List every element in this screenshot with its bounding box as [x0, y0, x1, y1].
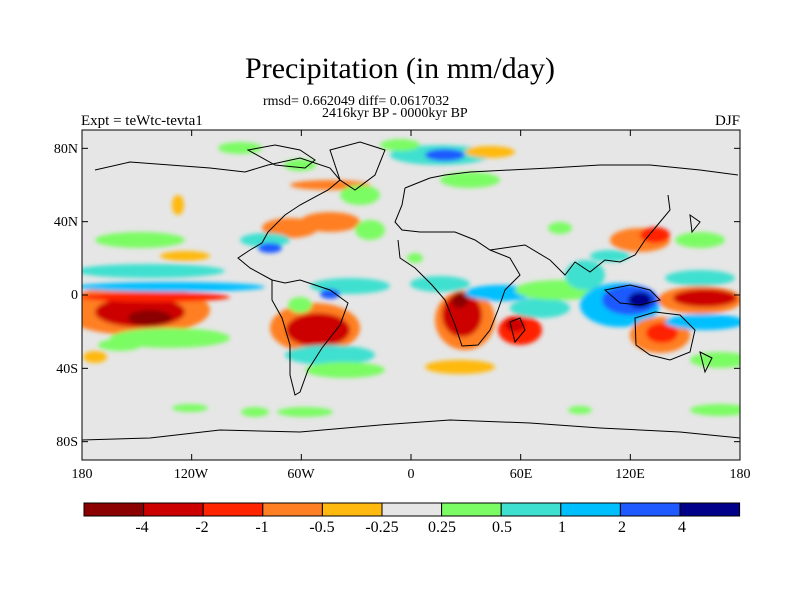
- lat-tick-label: 40N: [53, 215, 78, 230]
- anomaly-patch: [425, 149, 465, 161]
- anomaly-patch: [425, 360, 495, 374]
- colorbar-swatch: [321, 502, 383, 517]
- anomaly-patch: [675, 232, 725, 248]
- anomaly-patch: [83, 351, 107, 363]
- colorbar-label: -1: [255, 519, 269, 536]
- colorbar-label: -2: [195, 519, 209, 536]
- colorbar-label: -0.5: [309, 519, 335, 536]
- colorbar-swatch: [202, 502, 264, 517]
- anomaly-patch: [665, 270, 735, 286]
- anomaly-patch: [128, 310, 172, 326]
- anomaly-patch: [95, 232, 185, 248]
- anomaly-patch: [465, 146, 515, 158]
- colorbar-label: -4: [135, 519, 149, 536]
- colorbar-swatch: [441, 502, 502, 517]
- colorbar-swatch: [143, 502, 204, 517]
- experiment-label: Expt = teWtc-tevta1: [81, 113, 203, 129]
- stats-text: rmsd= 0.662049 diff= 0.0617032: [263, 94, 450, 109]
- anomaly-patch: [407, 253, 423, 263]
- anomaly-patch: [285, 345, 375, 365]
- anomaly-patch: [82, 282, 265, 292]
- anomaly-patch: [410, 276, 470, 292]
- coastlines: [82, 141, 740, 441]
- anomaly-patch: [590, 250, 630, 262]
- axis-ticks: [81, 130, 741, 460]
- lon-tick-label: 180: [729, 467, 751, 482]
- lon-tick-label: 120W: [173, 467, 209, 482]
- anomaly-patch: [380, 139, 420, 151]
- anomaly-patch: [82, 292, 230, 302]
- anomaly-patch: [284, 159, 316, 171]
- colorbar-label: 0.5: [492, 519, 512, 536]
- anomaly-patch: [442, 293, 482, 337]
- season-label: DJF: [714, 113, 740, 129]
- anomaly-patch: [640, 227, 670, 243]
- colorbar-swatch: [83, 502, 145, 517]
- lon-tick-label: 60E: [509, 467, 533, 482]
- colorbar-swatch: [679, 502, 741, 517]
- anomaly-patch: [510, 298, 570, 318]
- anomaly-field: [82, 139, 740, 417]
- lon-tick-label: 180: [71, 467, 93, 482]
- anomaly-patch: [320, 289, 340, 299]
- colorbar-swatch: [381, 502, 443, 517]
- lon-tick-label: 60W: [287, 467, 315, 482]
- colorbar-swatch: [560, 502, 621, 517]
- anomaly-patch: [568, 406, 592, 414]
- anomaly-patch: [548, 222, 572, 234]
- colorbar-label: 0.25: [428, 519, 456, 536]
- anomaly-patch: [172, 404, 208, 412]
- anomaly-patch: [646, 323, 678, 343]
- lat-tick-label: 0: [71, 288, 78, 303]
- period-text: 2416kyr BP - 0000kyr BP: [322, 106, 468, 121]
- anomaly-patch: [288, 297, 312, 313]
- anomaly-patch: [665, 314, 740, 330]
- anomaly-patch: [673, 289, 737, 307]
- colorbar-label: 4: [678, 519, 686, 536]
- lat-tick-label: 40S: [56, 362, 78, 377]
- anomaly-patch: [258, 243, 282, 253]
- colorbar-label: -0.25: [365, 519, 399, 536]
- anomaly-patch: [355, 220, 385, 240]
- anomaly-patch: [286, 313, 350, 347]
- anomaly-patch: [440, 172, 500, 188]
- anomaly-patch: [277, 407, 333, 417]
- anomaly-patch: [98, 339, 142, 351]
- colorbar-label: 1: [558, 519, 566, 536]
- anomaly-patch: [305, 362, 385, 378]
- plot-title: Precipitation (in mm/day): [245, 52, 555, 85]
- anomaly-patch: [240, 233, 290, 247]
- anomaly-patch: [160, 251, 210, 261]
- anomaly-patch: [340, 185, 380, 205]
- lat-tick-label: 80S: [56, 435, 78, 450]
- lon-tick-label: 120E: [615, 467, 645, 482]
- colorbar-swatch: [500, 502, 562, 517]
- colorbar-swatch: [262, 502, 323, 517]
- lon-tick-label: 0: [407, 467, 415, 482]
- anomaly-patch: [218, 142, 262, 154]
- anomaly-patch: [452, 292, 468, 308]
- anomaly-patch: [690, 404, 740, 416]
- colorbar-swatch: [619, 502, 681, 517]
- anomaly-patch: [172, 195, 184, 215]
- anomaly-patch: [82, 264, 225, 278]
- anomaly-patch: [300, 212, 360, 232]
- anomaly-patch: [241, 407, 269, 417]
- lat-tick-label: 80N: [53, 142, 78, 157]
- colorbar-label: 2: [618, 519, 626, 536]
